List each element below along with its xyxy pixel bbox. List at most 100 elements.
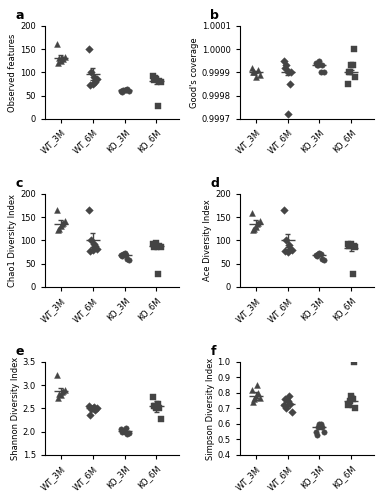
Point [255, 218, 261, 226]
Point [251, 395, 257, 403]
Point [151, 243, 157, 251]
Point [119, 252, 125, 260]
Point [152, 241, 158, 249]
Point [320, 256, 327, 264]
Point [91, 73, 97, 81]
Point [60, 387, 66, 395]
Point [251, 225, 257, 233]
Text: b: b [210, 9, 219, 22]
Point [56, 225, 62, 233]
Text: d: d [210, 177, 219, 190]
Point [92, 78, 98, 86]
Point [54, 206, 60, 214]
Point [158, 244, 164, 252]
Point [281, 56, 287, 64]
Point [253, 392, 259, 400]
Point [118, 252, 124, 260]
Point [119, 88, 125, 96]
Point [351, 242, 357, 250]
Point [350, 395, 356, 403]
Point [121, 428, 128, 436]
Point [351, 358, 357, 366]
Point [152, 402, 158, 410]
Point [286, 392, 292, 400]
Point [92, 242, 98, 250]
Point [55, 59, 62, 67]
Point [347, 68, 353, 76]
Point [156, 76, 162, 84]
Point [94, 245, 100, 253]
Y-axis label: Chao1 Diversity Index: Chao1 Diversity Index [8, 194, 17, 287]
Point [86, 402, 92, 410]
Point [58, 222, 64, 230]
Point [151, 76, 157, 84]
Point [118, 426, 124, 434]
Point [286, 241, 292, 249]
Point [121, 250, 128, 258]
Point [152, 74, 158, 82]
Point [345, 80, 351, 88]
Point [54, 371, 60, 379]
Point [121, 86, 128, 94]
Point [314, 431, 320, 439]
Point [314, 252, 320, 260]
Point [256, 70, 262, 78]
Point [287, 400, 293, 408]
Point [254, 220, 260, 228]
Point [123, 424, 129, 432]
Point [158, 78, 164, 86]
Point [282, 395, 288, 403]
Point [55, 226, 62, 234]
Point [255, 66, 261, 74]
Point [59, 54, 65, 62]
Point [255, 389, 261, 397]
Point [283, 236, 289, 244]
Point [58, 56, 64, 64]
Point [289, 408, 295, 416]
Point [250, 398, 256, 406]
Point [281, 206, 287, 214]
Point [285, 248, 291, 256]
Point [348, 62, 354, 70]
Point [62, 53, 68, 61]
Point [88, 406, 94, 413]
Point [154, 238, 160, 246]
Point [254, 381, 260, 389]
Point [249, 208, 255, 216]
Point [251, 68, 257, 76]
Point [346, 400, 352, 408]
Point [156, 242, 162, 250]
Point [318, 420, 324, 428]
Point [353, 244, 359, 252]
Point [347, 241, 353, 249]
Point [123, 86, 129, 94]
Point [59, 388, 65, 396]
Point [154, 404, 160, 412]
Point [87, 81, 93, 89]
Point [319, 255, 325, 263]
Point [120, 427, 126, 435]
Y-axis label: Shannon Diversity Index: Shannon Diversity Index [11, 357, 20, 460]
Point [60, 56, 66, 64]
Point [285, 68, 291, 76]
Point [312, 428, 319, 436]
Point [249, 64, 256, 72]
Point [353, 73, 359, 81]
Point [90, 80, 96, 88]
Point [281, 402, 287, 409]
Point [315, 250, 321, 258]
Point [318, 250, 324, 258]
Y-axis label: Ace Diversity Index: Ace Diversity Index [203, 200, 212, 281]
Y-axis label: Simpson Diversity Index: Simpson Diversity Index [206, 358, 215, 460]
Point [315, 423, 321, 431]
Point [350, 270, 356, 278]
Point [283, 404, 289, 412]
Point [312, 252, 319, 260]
Point [86, 206, 92, 214]
Point [59, 220, 65, 228]
Point [289, 246, 295, 254]
Point [345, 402, 351, 409]
Point [285, 110, 291, 118]
Point [353, 404, 359, 412]
Point [94, 404, 100, 412]
